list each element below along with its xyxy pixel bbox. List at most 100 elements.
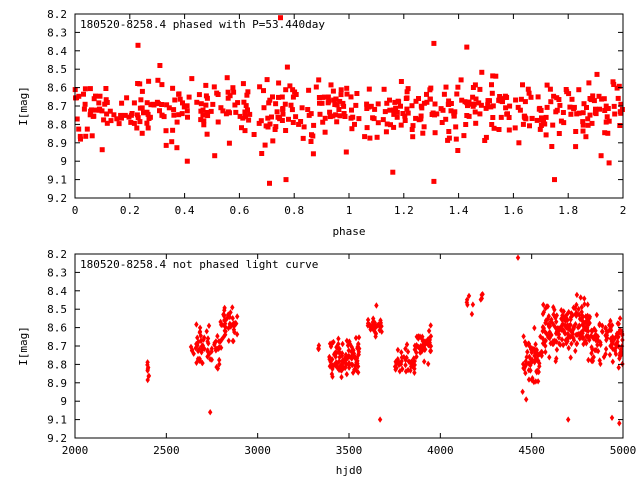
- data-point: [391, 111, 397, 117]
- data-point: [478, 296, 483, 303]
- data-point: [257, 84, 263, 90]
- data-point: [571, 106, 577, 112]
- data-point: [427, 96, 433, 102]
- data-point: [267, 180, 272, 186]
- data-point: [589, 120, 595, 126]
- data-point: [560, 320, 565, 328]
- data-point: [169, 139, 175, 145]
- data-point: [344, 371, 349, 378]
- data-point: [198, 332, 203, 339]
- data-point: [352, 121, 357, 127]
- data-point: [581, 340, 586, 348]
- data-point: [613, 341, 618, 348]
- data-point: [582, 301, 587, 308]
- data-point: [325, 94, 331, 100]
- data-point: [341, 103, 347, 109]
- data-point: [391, 107, 396, 113]
- data-point: [617, 123, 623, 128]
- data-point: [155, 77, 161, 83]
- data-point: [488, 104, 494, 110]
- data-point: [170, 85, 176, 91]
- data-point: [608, 342, 614, 349]
- data-point: [366, 104, 372, 110]
- data-point: [571, 325, 576, 332]
- data-point: [554, 312, 559, 319]
- data-point: [195, 334, 200, 341]
- data-point: [403, 345, 408, 352]
- data-point: [418, 103, 424, 109]
- data-point: [139, 130, 145, 136]
- data-point: [343, 149, 349, 155]
- phased-y-axis: 8.2 8.3 8.4 8.5 8.6 8.7 8.8 8.9 9 9.1 9.2: [47, 8, 623, 205]
- data-point: [590, 334, 596, 341]
- data-point: [580, 122, 586, 128]
- data-point: [243, 103, 249, 109]
- data-point: [574, 312, 579, 319]
- data-point: [617, 315, 623, 322]
- data-point: [583, 134, 589, 140]
- data-point: [97, 107, 103, 113]
- data-point: [485, 98, 491, 104]
- data-point: [418, 342, 423, 350]
- data-point: [446, 135, 452, 141]
- data-point: [579, 308, 584, 316]
- x-tick-label: 2000: [62, 444, 89, 457]
- y-tick-label: 8.8: [47, 358, 67, 371]
- data-point: [606, 160, 612, 166]
- data-point: [396, 360, 402, 368]
- data-point: [540, 327, 545, 335]
- data-point: [138, 97, 144, 103]
- data-point: [431, 40, 437, 46]
- data-point: [344, 91, 350, 97]
- data-point: [523, 369, 528, 377]
- data-point: [146, 373, 151, 380]
- y-tick-label: 8.7: [47, 100, 67, 113]
- data-point: [205, 335, 211, 342]
- data-point: [308, 139, 314, 144]
- data-point: [580, 110, 586, 116]
- data-point: [338, 92, 344, 98]
- data-point: [597, 357, 602, 364]
- data-point: [445, 101, 451, 107]
- data-point: [390, 169, 396, 175]
- phased-x-axis: 0 0.2 0.4 0.6 0.8 1 1.2 1.4 1.6 1.8 2: [72, 14, 626, 217]
- data-point: [566, 332, 571, 339]
- data-point: [201, 122, 207, 128]
- data-point: [574, 111, 580, 117]
- data-point: [306, 87, 312, 93]
- data-point: [399, 349, 404, 356]
- data-point: [566, 325, 571, 333]
- data-point: [159, 112, 165, 118]
- data-point: [543, 317, 549, 324]
- data-point: [608, 325, 613, 332]
- data-point: [185, 114, 190, 120]
- data-point: [593, 106, 598, 112]
- x-tick-label: 3000: [244, 444, 271, 457]
- data-point: [283, 87, 289, 93]
- data-point: [616, 83, 622, 89]
- data-point: [526, 376, 532, 383]
- data-point: [398, 122, 404, 128]
- data-point: [553, 358, 558, 365]
- data-point: [521, 113, 527, 119]
- y-tick-label: 8.5: [47, 63, 67, 76]
- data-point: [286, 116, 291, 122]
- data-point: [503, 105, 509, 111]
- unphased-x-axis-label: hjd0: [336, 464, 363, 477]
- data-point: [261, 88, 266, 94]
- data-point: [432, 101, 438, 107]
- data-point: [159, 82, 165, 88]
- data-point: [512, 125, 518, 131]
- data-point: [521, 333, 526, 340]
- data-point: [530, 345, 536, 352]
- data-point: [568, 354, 573, 361]
- y-tick-label: 8.3: [47, 266, 67, 279]
- data-point: [500, 96, 506, 102]
- data-point: [199, 359, 205, 366]
- data-point: [227, 313, 232, 321]
- data-point: [461, 133, 467, 139]
- x-tick-label: 1.4: [449, 204, 469, 217]
- data-point: [82, 86, 88, 92]
- data-point: [231, 89, 237, 95]
- data-point: [564, 323, 569, 330]
